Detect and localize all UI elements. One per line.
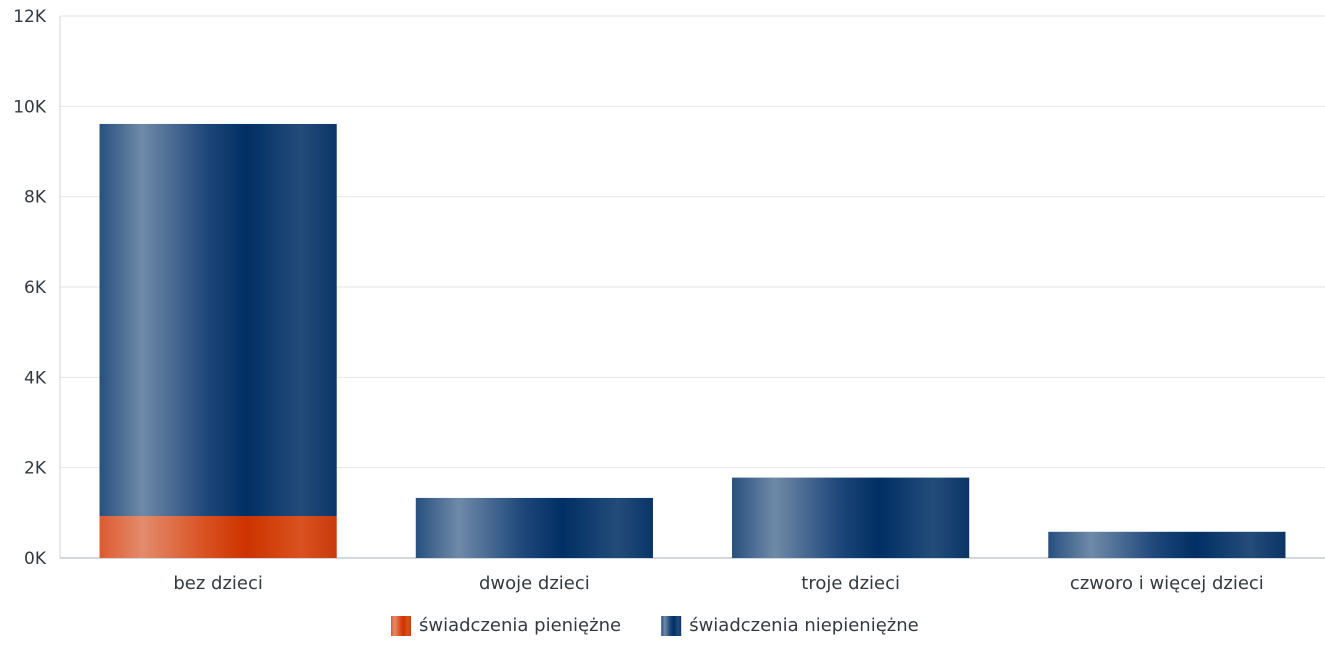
y-tick-label: 4K: [24, 368, 47, 388]
x-category-labels: bez dzieci dwoje dzieci troje dzieci czworo…: [173, 573, 1263, 594]
y-tick-labels: 0K 2K 4K 6K 8K 10K 12K: [13, 7, 47, 569]
bars: [99, 123, 1286, 558]
bar-segment: [1048, 531, 1286, 558]
bar-segment: [732, 477, 970, 558]
y-tick-label: 12K: [13, 7, 47, 27]
bar-segment: [99, 515, 337, 558]
legend: świadczenia pieniężne świadczenia niepien…: [391, 615, 919, 636]
x-category-label: czworo i więcej dzieci: [1070, 573, 1264, 594]
legend-label: świadczenia niepieniężne: [689, 615, 919, 636]
x-category-label: dwoje dzieci: [479, 573, 590, 594]
bar-segment: [415, 497, 653, 558]
y-tick-label: 8K: [24, 188, 47, 208]
y-tick-label: 10K: [13, 97, 47, 117]
legend-swatch: [661, 616, 682, 636]
y-tick-label: 0K: [24, 549, 47, 569]
legend-swatch: [391, 616, 411, 636]
x-category-label: troje dzieci: [801, 573, 900, 594]
y-tick-label: 2K: [24, 459, 47, 479]
legend-label: świadczenia pieniężne: [419, 615, 621, 636]
bar-segment: [99, 123, 337, 516]
x-category-label: bez dzieci: [173, 573, 263, 594]
y-tick-label: 6K: [24, 278, 47, 298]
